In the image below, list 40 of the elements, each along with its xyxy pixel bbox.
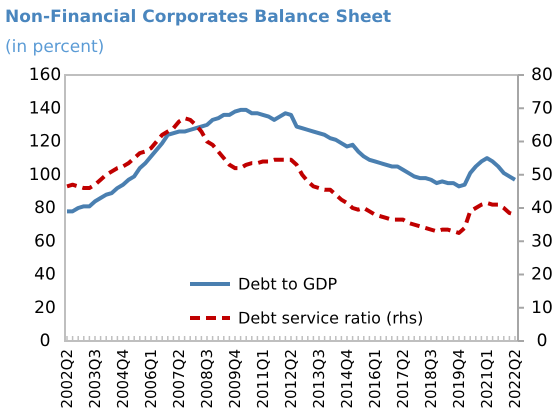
x-tick-label: 2007Q2 xyxy=(170,349,188,409)
chart-title: Non-Financial Corporates Balance Sheet xyxy=(5,7,392,27)
y2-tick-label: 10 xyxy=(531,298,553,318)
y-tick-label: 20 xyxy=(34,298,56,318)
y2-tick-label: 20 xyxy=(531,264,553,284)
y-tick-label: 100 xyxy=(28,164,62,185)
y-tick-label: 0 xyxy=(40,331,50,351)
y-tick-label: 160 xyxy=(28,65,62,85)
y-tick-label: 140 xyxy=(28,98,62,118)
x-tick-label: 2009Q4 xyxy=(226,349,244,409)
chart-subtitle: (in percent) xyxy=(5,37,104,57)
line-series xyxy=(65,108,517,214)
y2-tick-label: 60 xyxy=(531,132,553,152)
x-tick-label: 2018Q3 xyxy=(422,349,440,409)
x-tick-label: 2004Q4 xyxy=(114,349,132,409)
y2-tick-label: 70 xyxy=(531,98,553,118)
x-tick-label: 2002Q2 xyxy=(58,349,76,409)
y2-tick-label: 80 xyxy=(531,65,553,85)
y-tick-label: 60 xyxy=(34,231,56,252)
x-tick-label: 2022Q2 xyxy=(506,349,524,409)
x-tick-label: 2019Q4 xyxy=(450,349,468,409)
y2-tick-label: 30 xyxy=(531,231,553,252)
x-tick-label: 2017Q2 xyxy=(394,349,412,409)
x-tick-label: 2011Q1 xyxy=(254,349,272,409)
x-tick-label: 2016Q1 xyxy=(366,349,384,409)
y2-tick-label: 50 xyxy=(531,164,553,185)
y-tick-label: 40 xyxy=(34,264,56,284)
x-tick-label: 2021Q1 xyxy=(478,349,496,409)
y-tick-label: 80 xyxy=(34,198,56,218)
x-tick-label: 2012Q2 xyxy=(282,349,300,409)
y2-tick-label: 40 xyxy=(531,198,553,218)
x-tick-label: 2013Q3 xyxy=(310,349,328,409)
x-tick-label: 2014Q4 xyxy=(338,349,356,409)
legend-label: Debt to GDP xyxy=(238,274,338,294)
y-tick-label: 120 xyxy=(28,132,62,152)
x-tick-label: 2006Q1 xyxy=(142,349,160,409)
y2-tick-label: 0 xyxy=(536,331,548,351)
legend-label: Debt service ratio (rhs) xyxy=(238,308,424,328)
x-tick-label: 2003Q3 xyxy=(86,349,104,409)
x-tick-label: 2008Q3 xyxy=(198,349,216,409)
